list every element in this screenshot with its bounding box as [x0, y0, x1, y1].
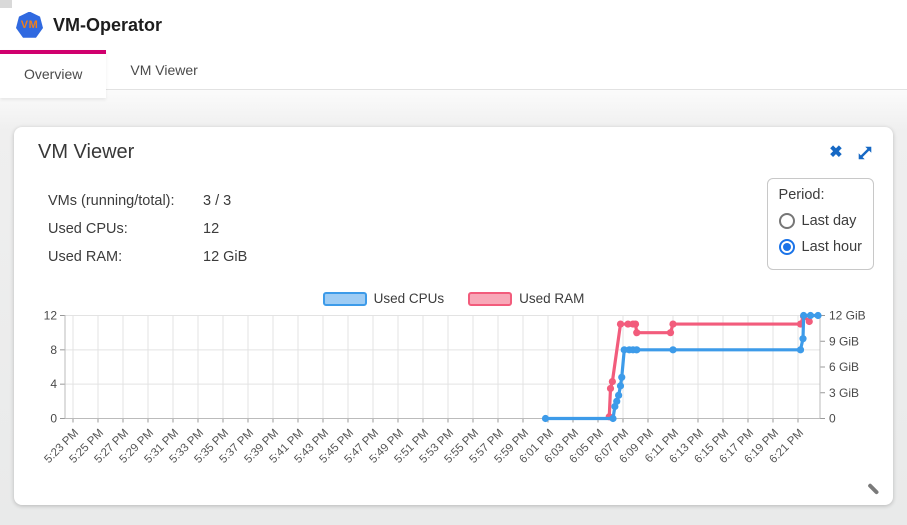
tab-overview-label: Overview — [24, 66, 83, 82]
svg-text:3 GiB: 3 GiB — [829, 386, 859, 400]
close-button[interactable]: ✖ — [826, 143, 846, 163]
svg-text:12: 12 — [44, 309, 58, 323]
period-selector: Period: Last day Last hour — [766, 178, 874, 270]
svg-text:4: 4 — [50, 377, 57, 391]
stat-value-ram: 12 GiB — [203, 249, 248, 265]
svg-text:8: 8 — [50, 343, 57, 357]
logo-text: VM — [20, 19, 39, 31]
radio-last-day[interactable]: Last day — [778, 208, 862, 234]
tab-overview[interactable]: Overview — [0, 50, 107, 98]
usage-line-chart: 5:23 PM5:25 PM5:27 PM5:29 PM5:31 PM5:33 … — [42, 309, 866, 466]
app-title: VM-Operator — [53, 14, 163, 35]
page-content: VM Viewer ✖ VMs (running/total): 3 / 3 U… — [0, 90, 907, 525]
radio-last-day-label: Last day — [801, 213, 857, 229]
vm-viewer-card: VM Viewer ✖ VMs (running/total): 3 / 3 U… — [14, 127, 893, 505]
window-corner — [0, 0, 12, 8]
card-resize-handle[interactable] — [866, 481, 881, 496]
expand-icon — [858, 146, 872, 160]
legend-swatch-used-ram — [468, 291, 513, 306]
svg-text:6 GiB: 6 GiB — [829, 360, 859, 374]
stat-value-vms: 3 / 3 — [203, 193, 232, 209]
vm-stats: VMs (running/total): 3 / 3 Used CPUs: 12… — [48, 187, 247, 271]
tab-bar: Overview VM Viewer — [0, 50, 907, 98]
svg-text:0: 0 — [829, 412, 836, 426]
stat-row-cpus: Used CPUs: 12 — [48, 215, 247, 243]
stat-value-cpus: 12 — [203, 221, 220, 237]
legend-label-used-ram: Used RAM — [519, 291, 585, 306]
stat-label-cpus: Used CPUs: — [48, 221, 128, 237]
stat-row-ram: Used RAM: 12 GiB — [48, 243, 247, 271]
card-controls: ✖ — [826, 143, 875, 163]
radio-last-hour[interactable]: Last hour — [778, 234, 862, 260]
stat-label-vms: VMs (running/total): — [48, 193, 175, 209]
radio-last-hour-circle — [778, 239, 795, 255]
legend-swatch-used-cpus — [322, 291, 367, 306]
legend-label-used-cpus: Used CPUs — [373, 291, 445, 306]
close-icon: ✖ — [829, 144, 843, 161]
radio-last-hour-label: Last hour — [801, 239, 862, 255]
svg-text:0: 0 — [50, 412, 57, 426]
card-title: VM Viewer — [38, 141, 135, 163]
legend-item-used-ram[interactable]: Used RAM — [468, 291, 584, 306]
legend-item-used-cpus[interactable]: Used CPUs — [322, 291, 445, 306]
expand-button[interactable] — [855, 143, 875, 163]
svg-text:9 GiB: 9 GiB — [829, 334, 859, 348]
svg-text:12 GiB: 12 GiB — [829, 309, 866, 323]
tab-vm-viewer[interactable]: VM Viewer — [106, 50, 221, 90]
radio-last-day-circle — [778, 213, 795, 229]
app-logo-icon: VM — [16, 11, 43, 38]
app-header: VM VM-Operator — [0, 0, 907, 50]
stat-row-vms: VMs (running/total): 3 / 3 — [48, 187, 247, 215]
stat-label-ram: Used RAM: — [48, 249, 123, 265]
tab-vm-viewer-label: VM Viewer — [130, 62, 198, 78]
chart-legend: Used CPUs Used RAM — [14, 291, 893, 306]
period-label: Period: — [778, 187, 825, 203]
